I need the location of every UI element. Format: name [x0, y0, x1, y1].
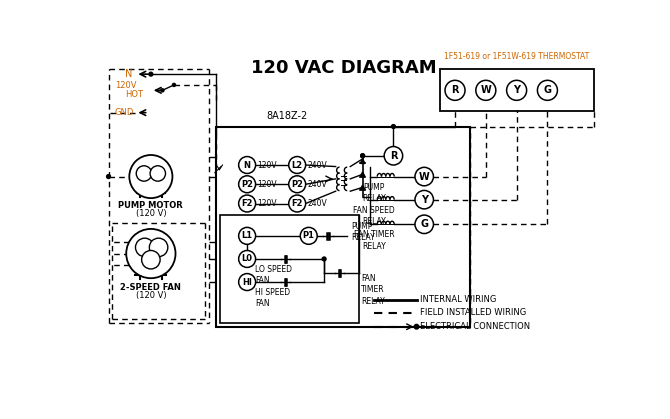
- Circle shape: [136, 166, 151, 181]
- Circle shape: [239, 251, 255, 267]
- Text: R: R: [390, 151, 397, 161]
- Circle shape: [239, 274, 255, 290]
- Circle shape: [135, 238, 154, 257]
- Circle shape: [322, 257, 326, 261]
- Circle shape: [289, 195, 306, 212]
- Text: 120V: 120V: [257, 199, 277, 208]
- Text: N: N: [244, 160, 251, 170]
- Polygon shape: [360, 159, 365, 163]
- Circle shape: [300, 228, 317, 244]
- Circle shape: [415, 167, 433, 186]
- Text: W: W: [480, 85, 491, 95]
- Text: N: N: [125, 69, 133, 79]
- Circle shape: [289, 157, 306, 173]
- Circle shape: [445, 80, 465, 100]
- Text: PUMP
RELAY: PUMP RELAY: [362, 183, 386, 203]
- Circle shape: [161, 89, 164, 92]
- Text: FAN TIMER
RELAY: FAN TIMER RELAY: [354, 230, 395, 251]
- Text: P2: P2: [241, 180, 253, 189]
- Text: Y: Y: [513, 85, 520, 95]
- Text: PUMP MOTOR: PUMP MOTOR: [119, 201, 184, 210]
- Text: 240V: 240V: [307, 180, 327, 189]
- Circle shape: [239, 157, 255, 173]
- Text: R: R: [452, 85, 459, 95]
- Circle shape: [476, 80, 496, 100]
- Text: W: W: [419, 171, 429, 181]
- Text: INTERNAL WIRING: INTERNAL WIRING: [420, 295, 496, 304]
- Circle shape: [141, 251, 160, 269]
- Circle shape: [360, 154, 364, 158]
- Text: Y: Y: [421, 195, 427, 204]
- Text: GND: GND: [115, 108, 134, 117]
- Text: FIELD INSTALLED WIRING: FIELD INSTALLED WIRING: [420, 308, 527, 317]
- Circle shape: [384, 147, 403, 165]
- Text: ELECTRICAL CONNECTION: ELECTRICAL CONNECTION: [420, 322, 531, 331]
- Circle shape: [150, 166, 165, 181]
- Text: 120 VAC DIAGRAM: 120 VAC DIAGRAM: [251, 59, 436, 77]
- Text: LO SPEED
FAN: LO SPEED FAN: [255, 265, 292, 285]
- Circle shape: [360, 154, 364, 158]
- Text: F2: F2: [241, 199, 253, 208]
- Text: HI SPEED
FAN: HI SPEED FAN: [255, 288, 290, 308]
- Polygon shape: [360, 185, 365, 190]
- Circle shape: [415, 190, 433, 209]
- Circle shape: [239, 195, 255, 212]
- Text: G: G: [420, 219, 428, 229]
- Text: 240V: 240V: [307, 199, 327, 208]
- Circle shape: [415, 215, 433, 233]
- Circle shape: [107, 175, 111, 178]
- Text: 120V: 120V: [257, 180, 277, 189]
- Circle shape: [391, 124, 395, 129]
- Text: PUMP
RELAY: PUMP RELAY: [351, 222, 375, 242]
- Circle shape: [414, 324, 419, 329]
- Circle shape: [239, 176, 255, 193]
- Circle shape: [289, 176, 306, 193]
- Text: FAN SPEED
RELAY: FAN SPEED RELAY: [353, 206, 395, 226]
- Text: FAN
TIMER
RELAY: FAN TIMER RELAY: [361, 274, 385, 305]
- Text: 120V: 120V: [257, 160, 277, 170]
- Polygon shape: [360, 172, 365, 176]
- Bar: [440, 69, 594, 111]
- Text: L1: L1: [242, 231, 253, 241]
- Circle shape: [507, 80, 527, 100]
- Text: F2: F2: [291, 199, 303, 208]
- Text: L0: L0: [242, 254, 253, 264]
- Circle shape: [126, 229, 176, 278]
- Circle shape: [239, 228, 255, 244]
- Text: 2-SPEED FAN: 2-SPEED FAN: [121, 283, 182, 292]
- Text: 120V: 120V: [115, 81, 136, 90]
- Text: P1: P1: [303, 231, 315, 241]
- Text: 240V: 240V: [307, 160, 327, 170]
- Circle shape: [129, 155, 172, 198]
- Circle shape: [172, 83, 176, 86]
- Text: L2: L2: [291, 160, 303, 170]
- Text: (120 V): (120 V): [135, 209, 166, 218]
- Circle shape: [537, 80, 557, 100]
- Bar: [216, 127, 470, 327]
- Text: COM: COM: [137, 240, 153, 246]
- Text: HOT: HOT: [125, 90, 143, 98]
- Text: LO: LO: [137, 249, 148, 258]
- Bar: [220, 215, 358, 323]
- Text: 1F51-619 or 1F51W-619 THERMOSTAT: 1F51-619 or 1F51W-619 THERMOSTAT: [444, 52, 589, 61]
- Text: P2: P2: [291, 180, 303, 189]
- Text: 8A18Z-2: 8A18Z-2: [267, 111, 308, 121]
- Text: G: G: [543, 85, 551, 95]
- Text: HI: HI: [147, 255, 156, 264]
- Text: HI: HI: [242, 277, 252, 287]
- Circle shape: [149, 72, 153, 76]
- Text: (120 V): (120 V): [135, 290, 166, 300]
- Circle shape: [149, 238, 168, 257]
